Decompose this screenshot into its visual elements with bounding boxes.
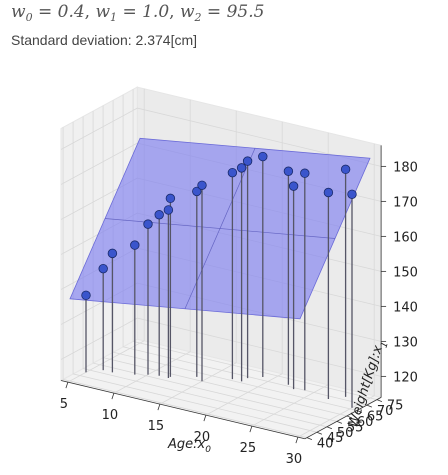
age-tick-mark [203,415,207,422]
plane-wire-line [104,218,336,239]
height-tick-label: 150 [393,265,418,280]
age-axis-line [60,380,305,440]
data-point [288,181,299,191]
age-tick-mark [157,404,161,411]
weight-tick-mark [376,399,383,403]
data-point [323,187,334,198]
age-tick-mark [65,382,69,389]
age-tick-label: 5 [60,397,68,412]
formula-w2-value: 95.5 [226,2,265,22]
weight-tick-mark [346,415,353,419]
data-point [227,167,238,178]
data-point [258,151,268,162]
weight-tick-label: 55 [347,420,364,435]
data-point [340,164,351,175]
grid-line-height [60,107,382,167]
formula-w0-value: 0.4 [57,2,85,22]
weight-tick-mark [366,404,373,408]
grid-line-weight [112,100,357,411]
data-point [236,163,247,173]
data-point [107,248,118,259]
weight-tick-mark [356,410,363,413]
data-point [143,219,153,229]
data-point [163,205,174,215]
grid-line-weight [62,127,307,438]
weight-tick-mark [326,426,333,430]
age-tick-label: 15 [148,419,165,434]
data-point [300,168,310,178]
age-tick-mark [249,426,253,433]
grid-line-age [297,143,375,438]
weight-tick-label: 45 [327,431,344,446]
height-tick-label: 130 [393,335,418,350]
age-tick-label: 30 [286,452,303,467]
weight-tick-label: 60 [357,415,374,430]
weight-tick-label: 50 [337,426,354,441]
data-point [242,156,253,166]
age-tick-label: 20 [194,430,211,445]
grid-line-weight [82,116,327,428]
data-point [154,210,164,220]
weight-tick-label: 75 [387,399,404,414]
weight-tick-mark [316,431,323,435]
weight-tick-label: 70 [377,404,394,419]
data-point [165,193,176,204]
std-deviation-label: Standard deviation: 2.374[cm] [11,32,198,48]
formula-w1-value: 1.0 [142,2,170,22]
weight-tick-mark [336,420,343,424]
age-axis-label: Age:x0 [167,437,211,455]
age-tick-label: 25 [240,441,257,456]
data-point [192,186,202,197]
height-tick-label: 140 [393,300,418,315]
data-point [81,290,91,301]
data-point [197,180,207,190]
height-tick-label: 160 [393,230,418,245]
age-tick-mark [295,437,299,444]
data-point [98,263,108,274]
height-tick-label: 180 [393,160,418,175]
age-tick-mark [111,393,115,400]
formula-title: w0 = 0.4, w1 = 1.0, w2 = 95.5 [11,2,265,24]
height-tick-label: 120 [393,370,418,385]
age-tick-label: 10 [102,408,119,423]
weight-axis-line [304,397,382,440]
weight-tick-label: 65 [367,410,384,425]
grid-line-weight [72,121,317,433]
height-tick-label: 170 [393,195,418,210]
weight-tick-mark [306,437,313,441]
data-point [283,166,294,176]
weight-tick-label: 40 [317,437,334,452]
data-point [347,189,357,199]
data-point [130,240,140,250]
grid-line-weight [92,111,337,422]
